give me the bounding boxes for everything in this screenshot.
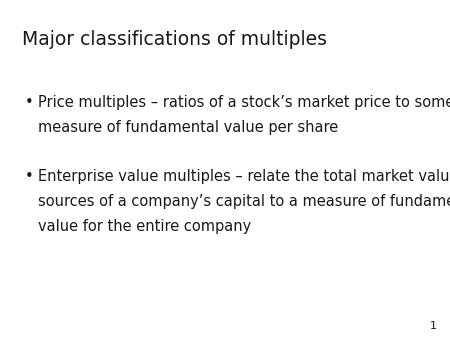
Text: 1: 1 (429, 321, 436, 331)
Text: Enterprise value multiples – relate the total market value of: Enterprise value multiples – relate the … (38, 169, 450, 184)
Text: Major classifications of multiples: Major classifications of multiples (22, 30, 328, 49)
Text: •: • (25, 169, 33, 184)
Text: •: • (25, 95, 33, 110)
Text: Price multiples – ratios of a stock’s market price to some: Price multiples – ratios of a stock’s ma… (38, 95, 450, 110)
Text: value for the entire company: value for the entire company (38, 219, 252, 234)
Text: sources of a company’s capital to a measure of fundamental: sources of a company’s capital to a meas… (38, 194, 450, 209)
Text: measure of fundamental value per share: measure of fundamental value per share (38, 120, 338, 135)
